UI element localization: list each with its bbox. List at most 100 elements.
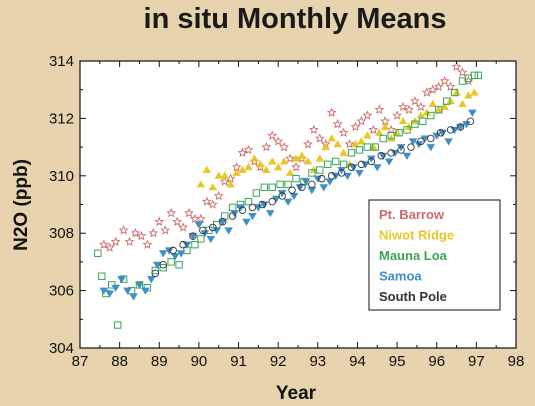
data-point [434, 105, 444, 113]
data-point [113, 321, 122, 329]
series-south-pole [151, 117, 475, 278]
data-point [326, 107, 337, 117]
data-point [267, 130, 278, 140]
series-pt-barrow [98, 61, 474, 252]
data-point [224, 227, 233, 235]
data-point [390, 149, 400, 158]
data-point [442, 97, 451, 105]
data-point [258, 200, 267, 209]
data-point [439, 75, 450, 86]
data-point [152, 261, 162, 269]
data-point [337, 169, 346, 177]
data-point [408, 138, 418, 146]
data-point [202, 165, 212, 174]
data-point [466, 117, 475, 126]
x-tick-label: 94 [349, 353, 366, 370]
data-point [291, 162, 301, 172]
data-point [230, 210, 239, 218]
data-point [201, 196, 212, 206]
data-point [398, 117, 408, 125]
data-point [220, 171, 229, 179]
data-point [397, 146, 405, 154]
data-point [268, 197, 276, 206]
data-point [450, 88, 459, 97]
data-point [344, 138, 355, 149]
data-point [386, 134, 396, 142]
data-point [361, 161, 370, 169]
data-point [331, 172, 340, 180]
y-tick-label: 312 [49, 110, 74, 127]
data-point [166, 207, 177, 218]
data-point [252, 189, 261, 197]
data-point [415, 101, 426, 112]
data-point [444, 138, 453, 146]
data-point [236, 204, 245, 212]
data-point [207, 199, 218, 209]
y-tick-label: 306 [49, 283, 74, 300]
data-point [427, 84, 438, 94]
data-point [147, 276, 156, 284]
data-point [307, 187, 317, 195]
data-point [105, 290, 115, 298]
data-point [422, 108, 432, 116]
x-tick-label: 97 [468, 353, 485, 370]
data-point [369, 142, 378, 151]
data-point [99, 287, 109, 295]
data-point [309, 124, 319, 135]
x-tick-label: 98 [508, 353, 525, 370]
data-point [356, 116, 367, 126]
data-point [254, 204, 263, 212]
data-point [427, 111, 435, 120]
data-point [238, 165, 247, 174]
data-point [321, 142, 331, 151]
data-point [302, 138, 313, 149]
data-point [151, 269, 160, 278]
data-point [159, 261, 167, 269]
data-point [248, 212, 257, 221]
legend-box [368, 199, 501, 311]
data-point [332, 118, 343, 129]
data-point [445, 81, 456, 92]
data-point [142, 239, 153, 249]
data-point [226, 180, 235, 188]
data-point [446, 96, 455, 105]
data-point [327, 172, 336, 180]
data-point [151, 266, 160, 275]
data-point [238, 206, 247, 214]
data-point [218, 218, 227, 226]
data-point [194, 221, 204, 229]
data-point [411, 120, 419, 128]
data-point [333, 140, 342, 148]
data-point [421, 87, 432, 97]
data-point [159, 263, 167, 272]
data-point [362, 110, 373, 120]
data-point [184, 207, 194, 218]
legend: Pt. Barrow Niwot Ridge Mauna Loa Samoa South… [368, 199, 501, 311]
data-point [347, 163, 356, 171]
data-point [237, 147, 248, 158]
data-point [297, 151, 307, 159]
data-point [172, 216, 183, 226]
data-point [167, 258, 175, 266]
data-point [248, 203, 257, 212]
data-point [271, 195, 281, 203]
data-point [158, 250, 168, 258]
data-point [432, 132, 442, 140]
data-point [117, 276, 126, 284]
y-tick-label: 304 [49, 340, 74, 357]
data-point [367, 157, 376, 166]
data-point [315, 154, 325, 162]
data-point [148, 228, 159, 238]
data-point [265, 210, 275, 218]
data-point [377, 151, 385, 160]
data-point [350, 121, 361, 132]
data-point [456, 124, 465, 132]
x-tick-label: 93 [309, 353, 326, 370]
data-point [435, 106, 443, 114]
y-tick-label: 308 [49, 225, 74, 242]
data-point [200, 230, 210, 238]
data-point [308, 180, 316, 189]
chart-title: in situ Monthly Means [144, 3, 447, 35]
data-point [378, 152, 388, 160]
data-point [355, 146, 364, 154]
